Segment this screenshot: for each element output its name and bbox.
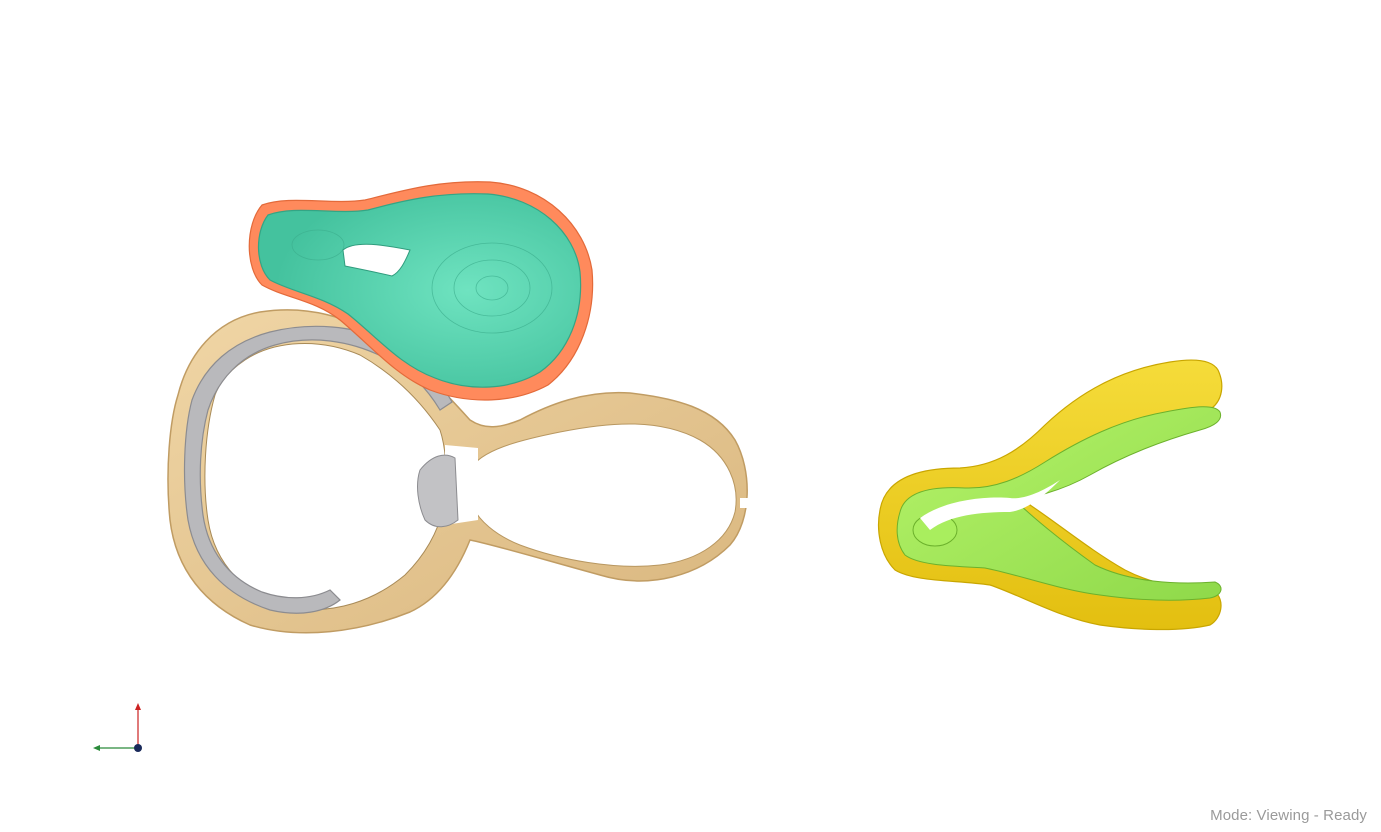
axes-orientation-icon <box>93 703 142 752</box>
yellow-v-mesh[interactable] <box>877 359 1223 631</box>
teal-pouch-mesh[interactable] <box>248 181 594 401</box>
silver-lining-mesh[interactable] <box>183 325 459 614</box>
bone-shell-mesh[interactable] <box>167 309 754 634</box>
status-text: Mode: Viewing - Ready <box>1210 807 1367 824</box>
